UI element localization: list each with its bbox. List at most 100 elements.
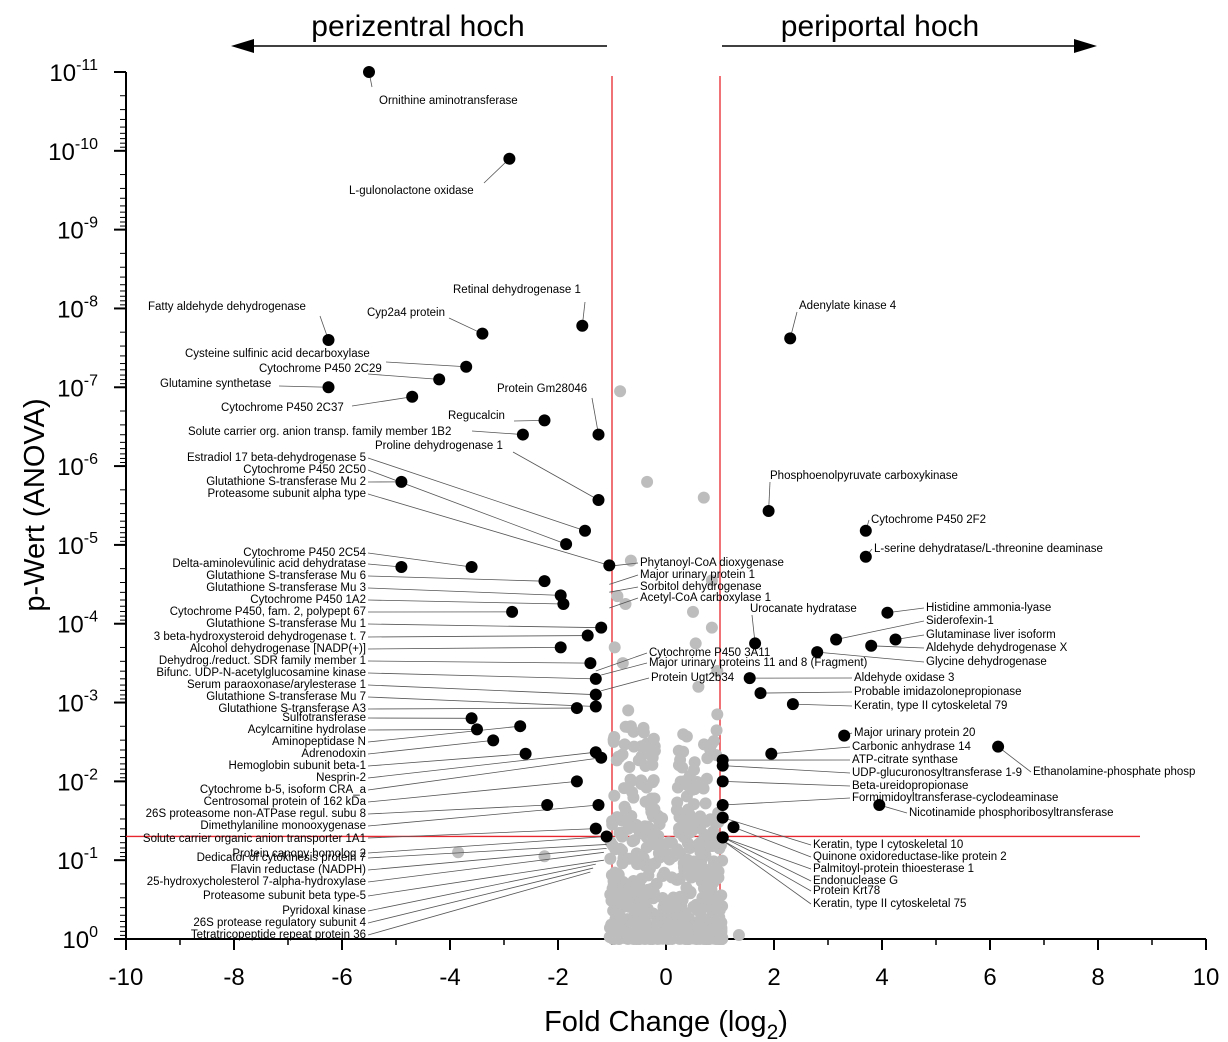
leader-line [367,863,596,912]
point-label: Hemoglobin subunit beta-1 [229,760,366,772]
non-significant-point [711,665,724,678]
significant-point [560,538,573,551]
significant-point [516,428,529,441]
non-significant-point [677,728,690,741]
significant-point [395,560,408,573]
significant-point [838,729,851,742]
point-label: Cytochrome P450 2C29 [259,363,382,375]
leader-line [760,691,853,694]
leader-line [367,587,561,596]
significant-point [830,633,843,646]
leader-line [367,373,440,380]
significant-point [589,688,602,701]
significant-point [406,390,419,403]
non-significant-point [674,890,687,903]
point-label: Alcohol dehydrogenase [NADP(+)] [190,643,366,655]
leader-line [792,703,853,707]
significant-point [595,751,608,764]
point-label: Probable imidazolonepropionase [854,686,1022,698]
non-significant-point [618,810,631,823]
point-label: Protein Gm28046 [497,383,587,395]
point-label: Phytanoyl-CoA dioxygenase [640,557,784,569]
significant-point [460,360,473,373]
point-label: Fatty aldehyde dehydrogenase [148,301,306,313]
significant-point [589,700,602,713]
point-annotations: Ornithine aminotransferase L-gulonolacton… [143,95,1196,941]
point-label: Protein canopy homolog 2 [232,848,366,860]
significant-point [322,333,335,346]
non-significant-point [641,883,654,896]
significant-point [749,637,762,650]
point-label: L-serine dehydratase/L-threonine deamina… [874,543,1103,555]
point-label: Delta-aminolevulinic acid dehydratase [172,558,366,570]
point-label: Acetyl-CoA carboxylase 1 [640,592,771,604]
leader-line [367,725,521,743]
leader-line [591,397,599,435]
leader-line [351,396,413,407]
y-ticks: 100 10-1 10-2 10-3 10-4 10-5 10-6 10-7 10-8 10-9 1… [48,57,126,954]
leader-line [448,317,483,335]
non-significant-point [607,904,620,917]
significant-point [765,747,778,760]
point-label: Centrosomal protein of 162 kDa [204,796,367,808]
point-label: Cytochrome P450 2C50 [243,464,366,476]
non-significant-point [683,780,696,793]
x-tick-label: 6 [983,964,996,991]
significant-point [589,822,602,835]
x-tick-label: 8 [1091,964,1104,991]
point-label: Proteasome subunit alpha type [207,488,366,500]
non-significant-point [632,754,645,767]
point-label: Formimidoyltransferase-cyclodeaminase [852,792,1058,804]
non-significant-point [623,761,636,774]
x-tick-label: 0 [659,964,672,991]
y-tick-label: 10-1 [57,845,98,875]
non-significant-point [608,641,621,654]
significant-point [784,332,797,345]
left-arrowhead [231,39,254,53]
point-label: Estradiol 17 beta-dehydrogenase 5 [187,452,366,464]
non-significant-point [627,740,640,753]
x-tick-label: 10 [1193,964,1220,991]
significant-point [465,560,478,573]
point-label: ATP-citrate synthase [852,754,958,766]
point-label: Dedicator of cytokinesis protein 7 [197,852,366,864]
significant-point [322,381,335,394]
point-label: Adrenodoxin [301,748,366,760]
point-label: Cytochrome b-5, isoform CRA_a [200,784,367,796]
leader-line [367,847,607,871]
significant-point [727,821,740,834]
leader-line [367,552,472,568]
leader-line [722,836,812,870]
y-tick-label: 100 [62,924,98,954]
point-label: Dehydrog./reduct. SDR family member 1 [159,655,366,667]
point-label: Major urinary protein 1 [640,569,755,581]
significant-point [592,428,605,441]
non-significant-point [684,885,697,898]
leader-line [367,696,596,707]
point-label: Ornithine aminotransferase [379,95,518,107]
leader-line [722,780,851,787]
non-significant-point [691,839,704,852]
non-significant-point [624,720,637,733]
point-label: Keratin, type II cytoskeletal 75 [813,898,966,910]
leader-line [722,840,812,905]
leader-line [722,817,812,846]
non-significant-point [609,843,622,856]
point-label: Keratin, type I cytoskeletal 10 [813,839,963,851]
non-significant-point [651,915,664,928]
y-tick-label: 10-4 [57,609,98,639]
leader-line [609,597,639,609]
point-label: 3 beta-hydroxysteroid dehydrogenase t. 7 [154,631,366,643]
point-label: Sorbitol dehydrogenase [640,581,761,593]
non-significant-point [681,862,694,875]
non-significant-point [698,932,711,945]
significant-point [716,759,729,772]
y-tick-label: 10-9 [57,215,98,245]
non-significant-point [732,929,745,942]
point-label: Major urinary protein 20 [854,727,975,739]
non-significant-point [652,847,665,860]
non-significant-point [637,721,650,734]
non-significant-point [645,858,658,871]
leader-line [367,493,610,566]
x-ticks: -10 -8 -6 -4 -2 0 2 4 6 8 10 [109,939,1220,991]
